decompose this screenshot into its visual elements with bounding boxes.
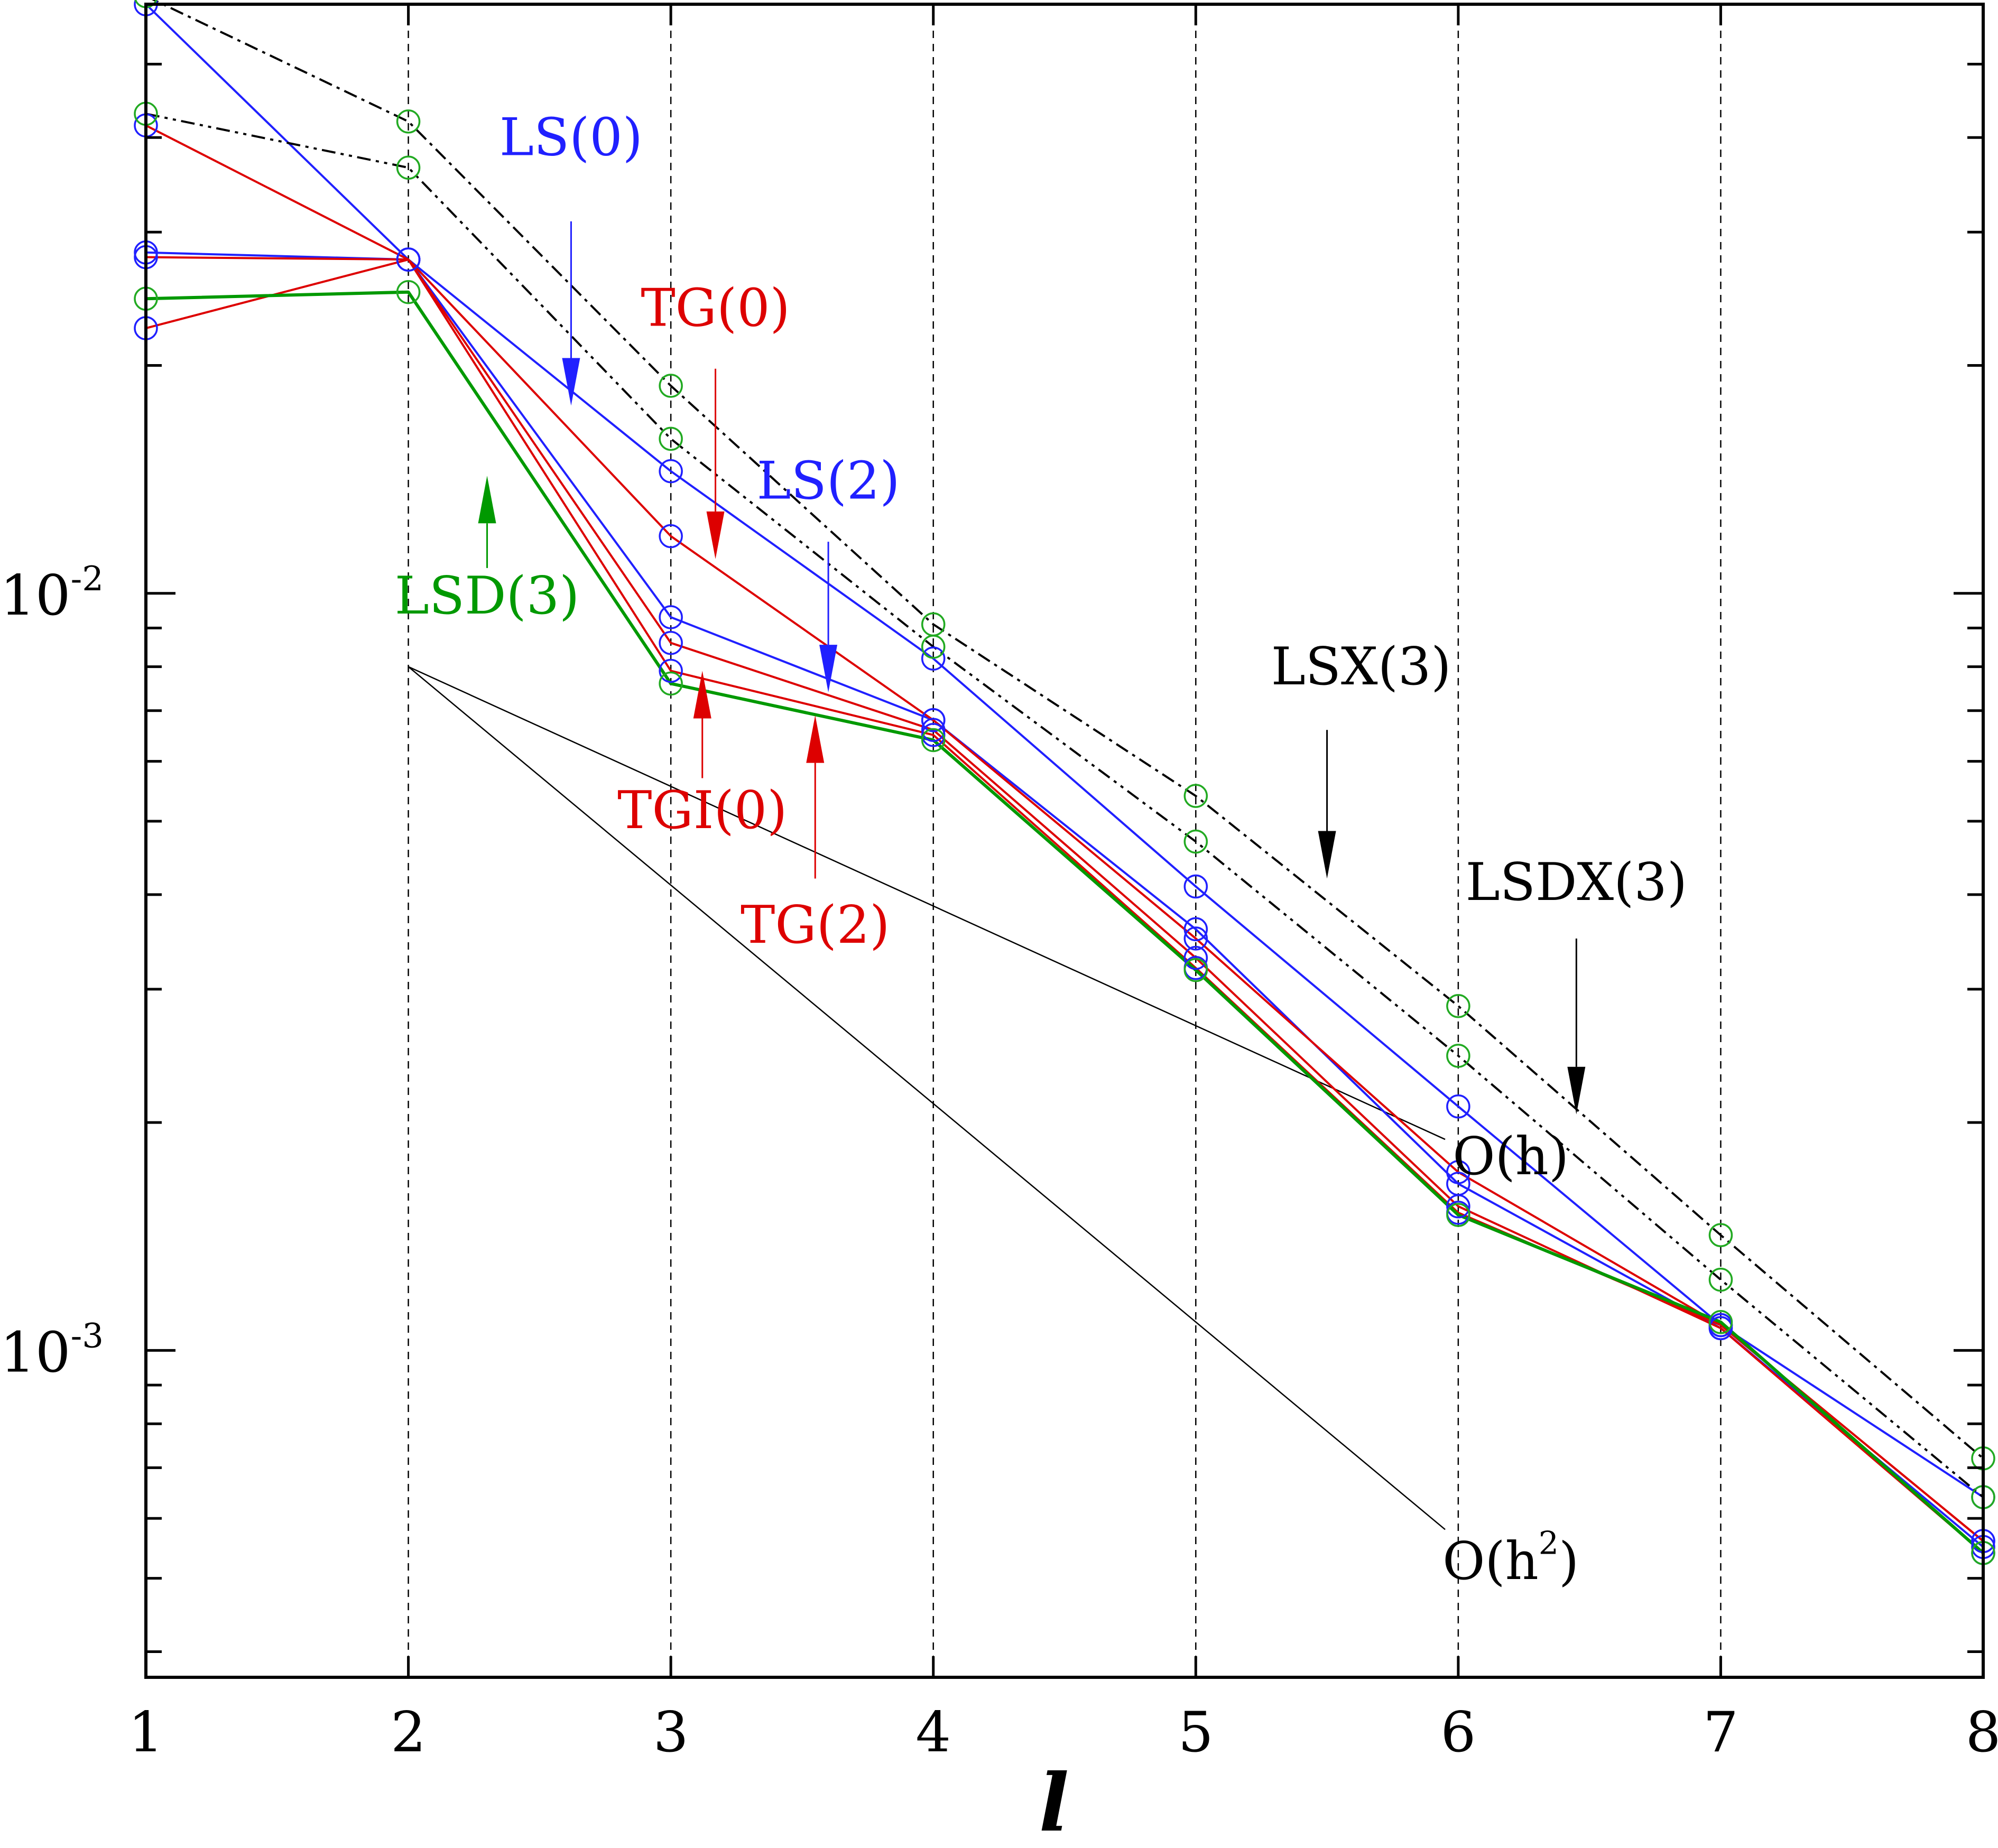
reference-line-o-h2 [408,666,1446,1530]
marker-ls-0-6 [1446,1094,1470,1119]
arrow-head-lsd-3 [478,476,496,524]
x-tick-label-6: 6 [1440,1700,1476,1765]
y-tick-label-exponent--3: -3 [71,1316,104,1355]
x-tick-label-1: 1 [128,1700,164,1765]
x-tick-label-4: 4 [915,1700,951,1765]
marker-tg-0-4 [921,708,946,732]
series-line-tgi-0 [145,258,1984,1554]
series-line-ls-2 [145,251,1984,1548]
arrow-head-tg-2 [806,715,825,763]
series-line-ls-0 [145,3,1984,1498]
marker-lsx-3-7 [1708,1223,1733,1247]
arrow-head-tgi-0 [693,671,711,719]
axes: 1 2 3 4 5 6 7 8 l 10-2 10-3 [0,3,1998,1848]
marker-lsdx-3-7 [1708,1267,1733,1292]
marker-tgi-0-3 [659,630,683,655]
label-lsdx-3: LSDX(3) [1466,852,1687,913]
series-line-lsx-3 [151,0,1984,1460]
arrow-head-tg-0 [706,511,725,559]
x-tick-label-3: 3 [653,1700,689,1765]
marker-lsd-3-6 [1446,1203,1470,1227]
series-line-tg-0 [145,124,1984,1542]
series-markers [134,0,1995,1565]
marker-lsd-3-7 [1708,1310,1733,1334]
marker-lsdx-3-5 [1183,829,1208,854]
label-o-h2: O(h2) [1442,1525,1579,1592]
marker-lsx-3-5 [1183,784,1208,808]
marker-tg-0-3 [659,524,683,549]
arrow-head-lsx-3 [1318,831,1336,879]
marker-lsdx-3-2 [396,155,421,180]
marker-lsdx-3-6 [1446,1044,1470,1068]
arrow-head-ls-0 [562,358,580,406]
marker-tg-2-3 [659,658,683,683]
marker-lsd-3-4 [921,728,946,753]
series-lines [145,0,1984,1555]
marker-ls-2-5 [1183,917,1208,942]
y-tick-label--3: 10-3 [0,1316,104,1385]
annotations: LS(0) TG(0) LS(2) LSD(3) TGI(0) TG(2) LSX(3) LS… [395,108,1687,1592]
label-lsd-3: LSD(3) [395,566,580,626]
reference-slopes [408,666,1446,1530]
label-ls-2: LS(2) [757,451,900,511]
marker-lsx-3-2 [396,109,421,134]
x-tick-label-2: 2 [391,1700,426,1765]
label-o-h2-exponent: 2 [1539,1525,1559,1562]
x-tick-label-7: 7 [1703,1700,1738,1765]
arrow-head-lsdx-3 [1567,1066,1586,1115]
label-tgi-0: TGI(0) [617,781,787,841]
marker-lsdx-3-3 [659,426,683,451]
marker-ls-2-3 [659,605,683,629]
marker-ls-0-5 [1183,874,1208,899]
marker-lsx-3-3 [659,374,683,398]
x-tick-label-8: 8 [1966,1700,1998,1765]
marker-tgi-0-5 [1183,945,1208,970]
marker-ls-0-4 [921,646,946,671]
marker-ls-0-3 [659,459,683,484]
series-line-tg-2 [145,256,1984,1542]
y-tick-label--2: 10-2 [0,560,104,628]
label-lsx-3: LSX(3) [1271,637,1451,697]
y-tick-label-exponent--2: -2 [71,560,104,599]
marker-tg-2-4 [921,723,946,747]
label-o-h: O(h) [1453,1127,1569,1187]
x-tick-label-5: 5 [1178,1700,1214,1765]
marker-tg-2-2 [396,247,421,272]
reference-line-o-h [408,666,1446,1140]
marker-lsd-3-2 [396,280,421,304]
plot-frame [144,3,1985,1679]
marker-tgi-0-4 [921,718,946,742]
x-axis-label: l [1039,1757,1069,1848]
series-line-lsdx-3 [145,113,1984,1498]
marker-tgi-0-6 [1446,1194,1470,1219]
series-line-lsd-3 [145,290,1984,1555]
marker-tg-0-6 [1446,1160,1470,1184]
marker-tg-0-5 [1183,926,1208,951]
label-o-h2-tail: ) [1559,1531,1579,1592]
label-ls-0: LS(0) [500,108,643,168]
label-tg-2: TG(2) [741,895,890,955]
marker-lsx-3-6 [1446,994,1470,1018]
vertical-gridlines [408,4,1722,1677]
marker-lsd-3-5 [1183,958,1208,982]
marker-lsdx-3-4 [921,635,946,659]
label-tg-0: TG(0) [641,278,790,339]
marker-lsd-3-3 [659,671,683,696]
arrow-head-ls-2 [819,645,838,693]
